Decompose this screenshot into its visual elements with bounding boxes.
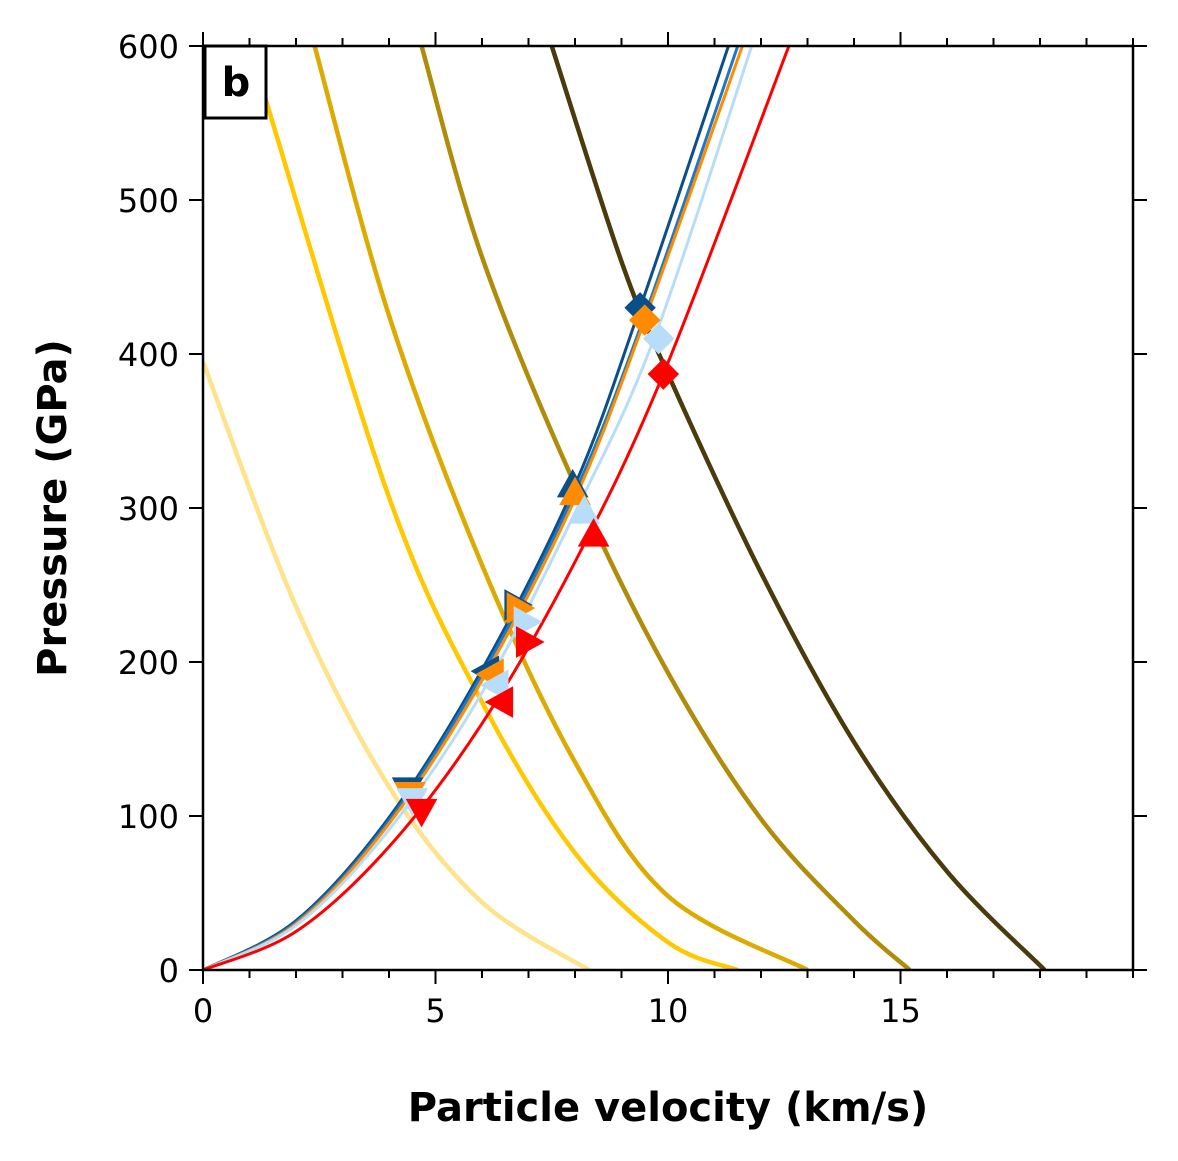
marker-diamond-4 xyxy=(647,358,680,390)
release-curve-4 xyxy=(419,46,912,970)
panel-label-frame xyxy=(203,44,268,120)
release-curve-2 xyxy=(261,91,739,970)
impedance-match-markers xyxy=(391,292,680,828)
y-tick-label: 200 xyxy=(118,644,179,682)
axis-tick-labels: 0 5 10 15 0 100 200 300 400 500 600 xyxy=(118,28,921,1030)
x-tick-label: 5 xyxy=(425,992,445,1030)
hugoniot-curve-5 xyxy=(203,46,791,970)
release-curves xyxy=(203,46,1047,970)
x-tick-label: 10 xyxy=(648,992,689,1030)
marker-triangle-left-16 xyxy=(484,686,514,718)
axis-ticks xyxy=(189,32,1147,984)
marker-triangle-up-7 xyxy=(568,495,601,524)
x-tick-label: 0 xyxy=(193,992,213,1030)
marker-diamond-2 xyxy=(629,304,661,336)
y-axis-title: Pressure (GPa) xyxy=(30,339,76,677)
hugoniot-curve-2 xyxy=(203,46,740,970)
y-tick-label: 100 xyxy=(118,798,179,836)
release-curve-5 xyxy=(549,46,1047,970)
release-curve-1 xyxy=(203,360,591,970)
y-tick-label: 500 xyxy=(118,182,179,220)
marker-triangle-left-15 xyxy=(479,669,509,701)
panel-label-box: b xyxy=(203,44,268,120)
hugoniot-curves xyxy=(203,46,791,970)
marker-triangle-up-8 xyxy=(577,518,610,547)
marker-triangle-right-12 xyxy=(516,626,545,658)
y-tick-label: 400 xyxy=(118,336,179,374)
y-tick-label: 0 xyxy=(159,952,179,990)
x-tick-label: 15 xyxy=(880,992,921,1030)
y-tick-label: 600 xyxy=(118,28,179,66)
marker-triangle-up-6 xyxy=(559,476,591,506)
panel-label: b xyxy=(222,60,251,106)
x-axis-title: Particle velocity (km/s) xyxy=(408,1085,928,1131)
y-tick-label: 300 xyxy=(118,490,179,528)
plot-frame xyxy=(201,44,1135,972)
release-curve-3 xyxy=(312,46,809,970)
hugoniot-curve-3 xyxy=(203,46,744,970)
marker-triangle-down-20 xyxy=(405,798,438,828)
hugoniot-curve-4 xyxy=(203,46,754,970)
hugoniot-curve-1 xyxy=(203,46,730,970)
marker-diamond-3 xyxy=(642,322,675,355)
